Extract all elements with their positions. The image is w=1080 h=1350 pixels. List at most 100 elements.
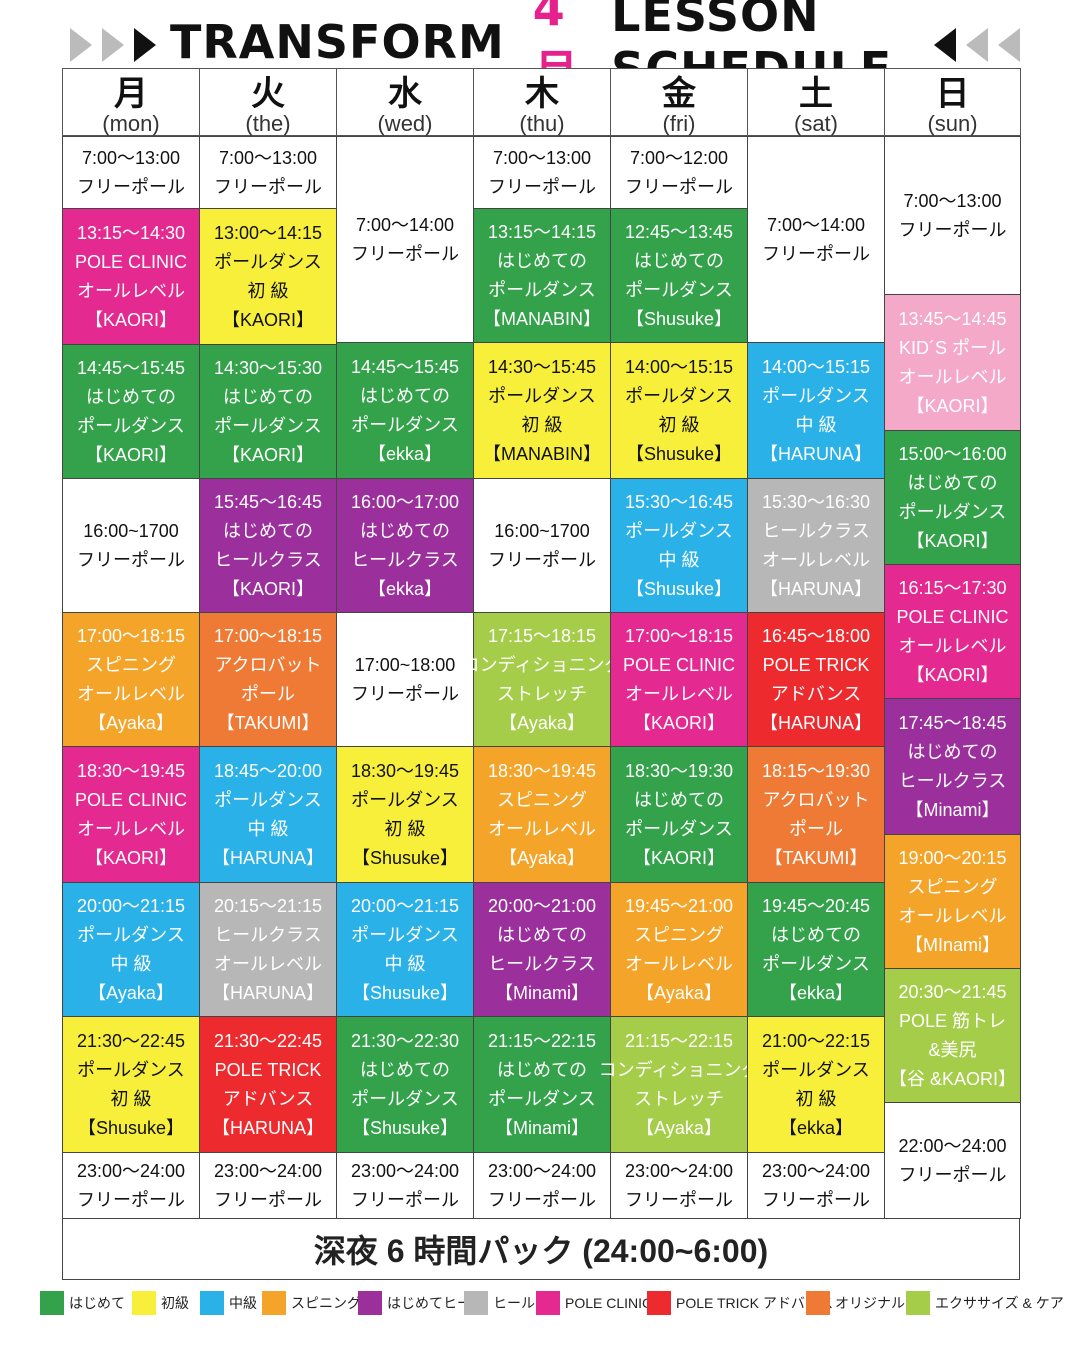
legend-item: POLE TRICK アドバンス	[647, 1290, 833, 1316]
legend-swatch	[647, 1291, 671, 1315]
lesson-detail: ポールダンス	[488, 385, 596, 406]
legend-swatch	[262, 1291, 286, 1315]
arrow-left-icon	[998, 28, 1020, 62]
lesson-time: 15:30〜16:30	[761, 491, 871, 512]
lesson-time: 20:00〜21:00	[487, 895, 597, 916]
color-legend: はじめて 初級 中級 スピニング はじめてヒール ヒール POLE CLINIC POLE T…	[40, 1290, 1064, 1316]
lesson-detail: 【Shusuke】	[77, 1117, 185, 1138]
lesson-detail: ストレッチ	[497, 683, 587, 704]
lesson-detail: ポールダンス	[77, 924, 185, 945]
lesson-detail: スピニング	[907, 876, 998, 897]
lesson-detail: オールレベル	[77, 818, 185, 839]
lesson-cell: 7:00〜12:00 フリーポール	[610, 136, 748, 209]
lesson-detail: フリーポール	[625, 1189, 733, 1210]
lesson-cell: 14:30〜15:30 はじめての ポールダンス 【KAORI】	[199, 344, 337, 479]
lesson-detail: 【Ayaka】	[636, 1117, 722, 1138]
lesson-detail: 【KAORI】	[906, 664, 999, 685]
lesson-time: 7:00〜14:00	[355, 214, 455, 235]
lesson-detail: オールレベル	[77, 280, 185, 301]
lesson-time: 14:00〜15:15	[624, 356, 734, 377]
lesson-cell: 7:00〜13:00 フリーポール	[199, 136, 337, 209]
day-header: 日 (sun)	[884, 68, 1021, 136]
lesson-detail: はじめての	[360, 1059, 450, 1080]
legend-item: 初級	[132, 1290, 189, 1316]
lesson-detail: オールレベル	[214, 953, 322, 974]
legend-swatch	[200, 1291, 224, 1315]
legend-label: はじめて	[69, 1295, 125, 1311]
lesson-detail: 【KAORI】	[84, 444, 177, 465]
lesson-detail: オールレベル	[762, 549, 870, 570]
lesson-time: 20:15〜21:15	[213, 895, 323, 916]
lesson-detail: ポールダンス	[77, 1059, 185, 1080]
lesson-time: 15:45〜16:45	[213, 491, 323, 512]
lesson-detail: フリーポール	[214, 176, 322, 197]
lesson-cell: 13:15〜14:15 はじめての ポールダンス 【MANABIN】	[473, 208, 611, 343]
lesson-detail: フリーポール	[77, 549, 185, 570]
lesson-detail: ヒールクラス	[214, 924, 322, 945]
lesson-cell: 19:00〜20:15 スピニング オールレベル 【MInami】	[884, 834, 1021, 969]
lesson-detail: POLE CLINIC	[622, 654, 736, 675]
lesson-cell: 16:00~1700 フリーポール	[62, 478, 200, 613]
lesson-detail: フリーポール	[625, 176, 733, 197]
lesson-cell: 7:00〜14:00 フリーポール	[747, 136, 885, 343]
day-header: 木 (thu)	[473, 68, 611, 136]
lesson-detail: 【Ayaka】	[636, 982, 722, 1003]
lesson-time: 17:45〜18:45	[898, 712, 1007, 733]
lesson-detail: 【TAKUMI】	[764, 847, 868, 868]
lesson-cell: 19:45〜21:00 スピニング オールレベル 【Ayaka】	[610, 882, 748, 1017]
lesson-detail: フリーポール	[351, 243, 459, 264]
lesson-time: 18:15〜19:30	[761, 760, 871, 781]
lesson-detail: 初 級	[521, 414, 563, 435]
lesson-time: 16:15〜17:30	[898, 577, 1007, 598]
lesson-detail: アドバンス	[770, 683, 862, 704]
lesson-detail: 【HARUNA】	[211, 982, 324, 1003]
lesson-detail: ヒールクラス	[351, 549, 459, 570]
lesson-detail: はじめての	[497, 924, 587, 945]
lesson-detail: 【Minami】	[494, 982, 589, 1003]
lesson-detail: オールレベル	[488, 818, 596, 839]
lesson-detail: ポールダンス	[762, 1059, 870, 1080]
lesson-cell: 14:45〜15:45 はじめての ポールダンス 【ekka】	[336, 342, 474, 479]
lesson-detail: ヒールクラス	[488, 953, 596, 974]
day-english: (mon)	[102, 111, 160, 136]
lesson-cell: 19:45〜20:45 はじめての ポールダンス 【ekka】	[747, 882, 885, 1017]
lesson-time: 13:15〜14:15	[487, 221, 597, 242]
legend-label: POLE CLINIC	[565, 1295, 653, 1311]
lesson-cell: 13:00〜14:15 ポールダンス初 級【KAORI】	[199, 208, 337, 345]
lesson-cell: 23:00〜24:00 フリーポール	[199, 1152, 337, 1219]
lesson-time: 18:45〜20:00	[213, 760, 323, 781]
lesson-detail: ポールダンス	[762, 385, 870, 406]
lesson-time: 14:45〜15:45	[350, 356, 460, 377]
lesson-detail: ポールダンス	[488, 1088, 596, 1109]
title-bar: TRANSFORM 4月 LESSON SCHEDULE	[0, 0, 1080, 99]
lesson-detail: ポールダンス	[214, 789, 322, 810]
lesson-detail: フリーポール	[77, 176, 185, 197]
lesson-cell: 16:00~1700 フリーポール	[473, 478, 611, 613]
lesson-time: 15:00〜16:00	[898, 443, 1007, 464]
lesson-cell: 14:00〜15:15 ポールダンス初 級【Shusuke】	[610, 342, 748, 479]
lesson-detail: 【Shusuke】	[625, 443, 733, 464]
lesson-time: 7:00〜13:00	[492, 147, 592, 168]
lesson-detail: フリーポール	[488, 549, 596, 570]
lesson-time: 23:00〜24:00	[761, 1160, 871, 1181]
lesson-detail: はじめての	[497, 1059, 587, 1080]
lesson-detail: ポールダンス	[214, 251, 322, 272]
lesson-detail: 【Shusuke】	[625, 578, 733, 599]
lesson-detail: 【ekka】	[778, 1117, 854, 1138]
lesson-cell: 21:00〜22:15 ポールダンス初 級【ekka】	[747, 1016, 885, 1153]
lesson-time: 23:00〜24:00	[76, 1160, 186, 1181]
lesson-cell: 7:00〜14:00 フリーポール	[336, 136, 474, 343]
lesson-detail: フリーポール	[351, 683, 459, 704]
arrow-right-icon	[70, 28, 92, 62]
day-english: (thu)	[519, 111, 565, 136]
lesson-cell: 23:00〜24:00 フリーポール	[473, 1152, 611, 1219]
lesson-cell: 12:45〜13:45 はじめての ポールダンス 【Shusuke】	[610, 208, 748, 343]
lesson-detail: 初 級	[384, 818, 426, 839]
legend-swatch	[132, 1291, 156, 1315]
lesson-time: 18:30〜19:45	[487, 760, 597, 781]
legend-swatch	[464, 1291, 488, 1315]
lesson-detail: ヒールクラス	[898, 770, 1007, 791]
lesson-time: 7:00〜13:00	[218, 147, 318, 168]
day-header: 土 (sat)	[747, 68, 885, 136]
lesson-detail: ポールダンス	[351, 924, 459, 945]
